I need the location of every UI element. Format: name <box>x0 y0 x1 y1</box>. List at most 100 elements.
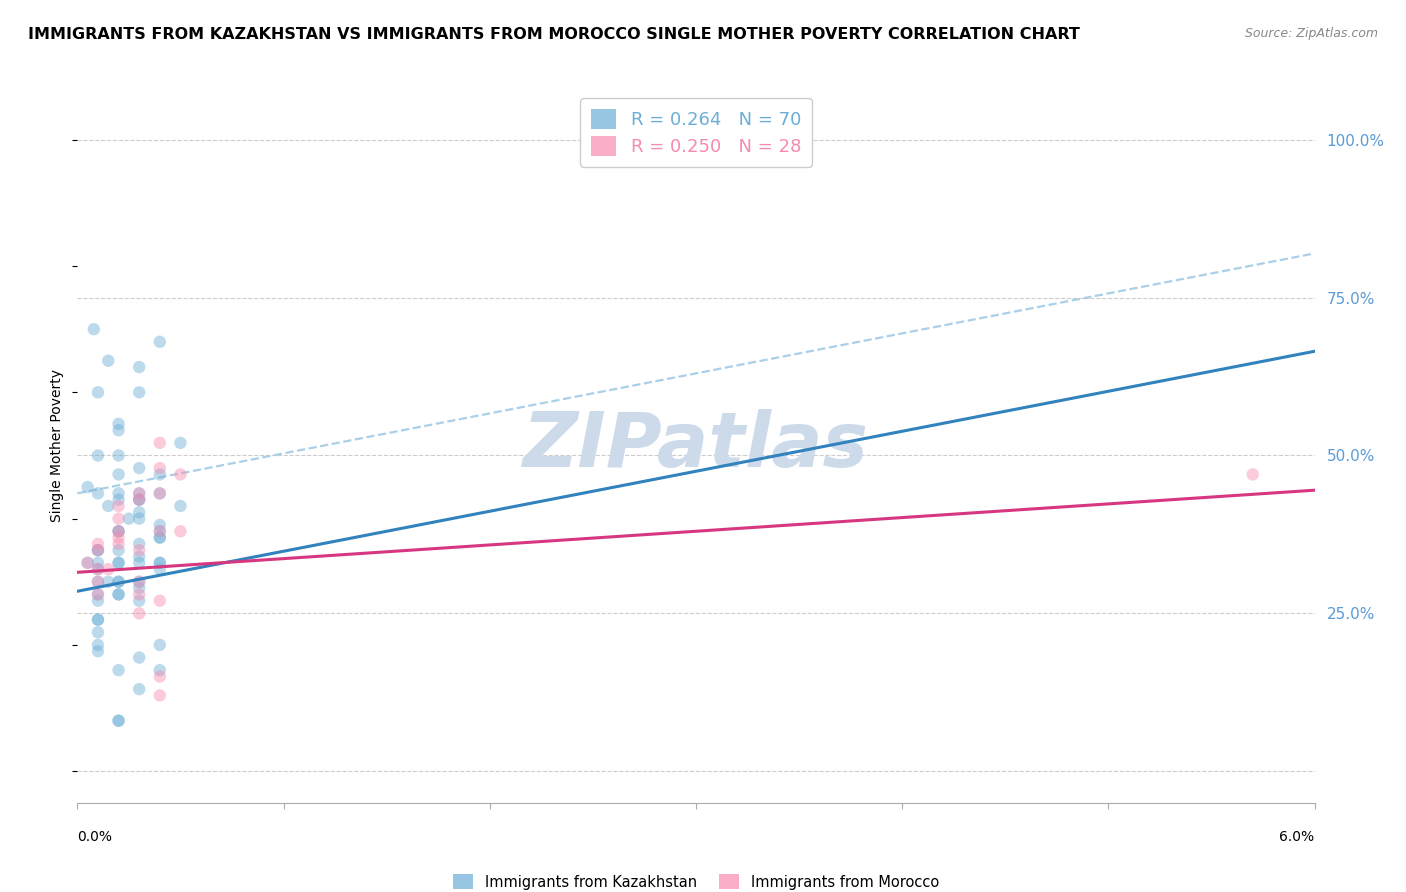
Point <box>149 689 172 703</box>
Point <box>87 574 110 589</box>
Point <box>87 613 110 627</box>
Point <box>149 486 172 500</box>
Point <box>149 524 172 539</box>
Point <box>107 417 129 431</box>
Point <box>87 644 110 658</box>
Point <box>128 593 150 607</box>
Y-axis label: Single Mother Poverty: Single Mother Poverty <box>51 369 65 523</box>
Point <box>149 334 172 349</box>
Point <box>107 449 129 463</box>
Point <box>149 638 172 652</box>
Point <box>87 587 110 601</box>
Point <box>87 385 110 400</box>
Point <box>87 625 110 640</box>
Point <box>118 511 141 525</box>
Point <box>149 531 172 545</box>
Point <box>107 524 129 539</box>
Point <box>107 423 129 437</box>
Point <box>169 435 191 450</box>
Point <box>149 486 172 500</box>
Point <box>169 467 191 482</box>
Point <box>149 663 172 677</box>
Point <box>107 511 129 525</box>
Point <box>128 492 150 507</box>
Point <box>128 461 150 475</box>
Point <box>107 537 129 551</box>
Point <box>107 663 129 677</box>
Point <box>97 353 120 368</box>
Point <box>149 669 172 683</box>
Point <box>128 543 150 558</box>
Point <box>107 543 129 558</box>
Point <box>87 562 110 576</box>
Point <box>149 461 172 475</box>
Point <box>107 587 129 601</box>
Text: 6.0%: 6.0% <box>1279 830 1315 844</box>
Point <box>128 486 150 500</box>
Point <box>149 467 172 482</box>
Point <box>149 435 172 450</box>
Point <box>128 650 150 665</box>
Point <box>107 714 129 728</box>
Point <box>149 524 172 539</box>
Text: Source: ZipAtlas.com: Source: ZipAtlas.com <box>1244 27 1378 40</box>
Point <box>149 531 172 545</box>
Point <box>76 556 98 570</box>
Point <box>128 385 150 400</box>
Point <box>128 549 150 564</box>
Text: 0.0%: 0.0% <box>77 830 112 844</box>
Point <box>76 556 98 570</box>
Point <box>87 593 110 607</box>
Point <box>128 360 150 375</box>
Point <box>87 543 110 558</box>
Point <box>169 499 191 513</box>
Point <box>97 574 120 589</box>
Point <box>128 574 150 589</box>
Point <box>107 587 129 601</box>
Point <box>97 499 120 513</box>
Text: IMMIGRANTS FROM KAZAKHSTAN VS IMMIGRANTS FROM MOROCCO SINGLE MOTHER POVERTY CORR: IMMIGRANTS FROM KAZAKHSTAN VS IMMIGRANTS… <box>28 27 1080 42</box>
Point <box>128 537 150 551</box>
Point <box>128 492 150 507</box>
Legend: R = 0.264   N = 70, R = 0.250   N = 28: R = 0.264 N = 70, R = 0.250 N = 28 <box>581 98 811 167</box>
Point <box>107 574 129 589</box>
Point <box>107 486 129 500</box>
Point <box>107 524 129 539</box>
Point <box>149 562 172 576</box>
Point <box>107 556 129 570</box>
Point <box>87 556 110 570</box>
Point <box>107 574 129 589</box>
Point <box>97 562 120 576</box>
Point <box>128 486 150 500</box>
Point <box>87 574 110 589</box>
Point <box>169 524 191 539</box>
Point <box>107 492 129 507</box>
Point <box>107 714 129 728</box>
Point <box>128 581 150 595</box>
Point <box>87 587 110 601</box>
Point <box>87 543 110 558</box>
Point <box>107 499 129 513</box>
Point <box>87 562 110 576</box>
Point <box>76 480 98 494</box>
Point <box>87 537 110 551</box>
Point <box>87 613 110 627</box>
Point <box>128 511 150 525</box>
Point <box>1241 467 1264 482</box>
Point <box>149 517 172 532</box>
Point <box>149 593 172 607</box>
Point <box>128 682 150 697</box>
Point <box>149 556 172 570</box>
Point <box>83 322 105 336</box>
Point <box>128 574 150 589</box>
Point <box>149 556 172 570</box>
Point <box>107 556 129 570</box>
Point <box>107 531 129 545</box>
Point <box>128 505 150 519</box>
Point <box>128 607 150 621</box>
Text: ZIPatlas: ZIPatlas <box>523 409 869 483</box>
Point <box>128 492 150 507</box>
Point <box>87 449 110 463</box>
Point <box>87 486 110 500</box>
Point <box>107 467 129 482</box>
